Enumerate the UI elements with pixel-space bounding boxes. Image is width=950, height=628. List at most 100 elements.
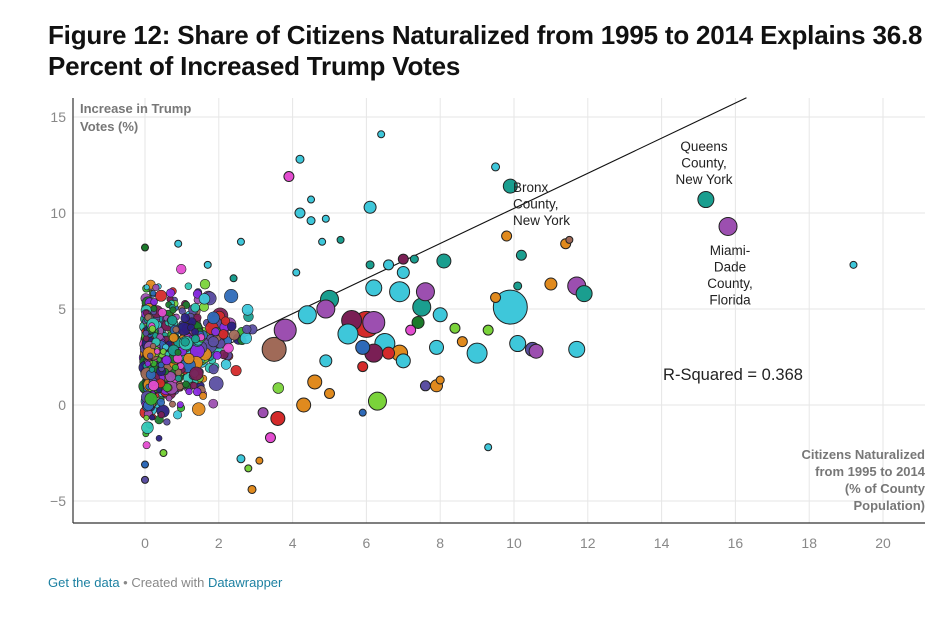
data-point [365,260,375,270]
data-point [148,366,155,373]
data-point [191,328,199,336]
data-point [436,253,452,269]
data-point [162,382,172,392]
footer: Get the data • Created with Datawrapper [48,575,282,590]
x-tick-label: 16 [728,535,744,551]
data-point [377,130,386,139]
data-point [383,259,395,271]
data-point [397,253,409,265]
data-point [466,342,488,364]
annotation-label: Queens County, New York [675,139,732,187]
data-point [143,414,150,421]
data-point [191,334,200,344]
data-point [568,340,586,358]
data-point [158,361,165,369]
data-point [515,249,527,261]
data-point [528,343,544,359]
data-point [171,363,179,371]
data-point [141,243,149,252]
data-point [362,310,386,334]
data-point [363,200,377,214]
data-point [849,260,858,269]
x-tick-label: 20 [875,535,891,551]
data-point [357,361,369,373]
data-point [157,308,167,318]
y-tick-label: 15 [50,109,66,125]
data-point [150,290,157,297]
data-point [150,298,158,306]
data-point [180,337,190,347]
data-point [318,237,327,246]
data-point [435,375,445,385]
data-point [415,282,435,302]
footer-separator: • Created with [119,575,208,590]
data-point [141,460,149,469]
data-point [501,230,513,242]
data-point [513,281,523,291]
data-point [147,352,154,360]
data-point [189,366,204,381]
x-tick-label: 8 [436,535,444,551]
annotation-label: Bronx County, New York [513,180,570,228]
data-point [565,235,574,244]
data-point [221,316,231,326]
data-point [429,339,445,355]
data-point [224,289,239,304]
data-point [264,432,276,444]
data-point [228,329,240,341]
data-point [718,216,738,236]
r-squared-label: R-Squared = 0.368 [663,366,803,384]
data-point [165,394,173,402]
data-point [307,195,316,204]
data-point [157,411,165,419]
data-point [148,325,157,333]
data-point [484,443,493,452]
data-point [169,400,176,408]
x-tick-label: 18 [801,535,817,551]
data-point [199,392,207,400]
data-point [382,346,396,360]
data-point [389,281,411,303]
data-point [241,303,254,316]
data-point [492,289,528,325]
data-point [142,329,150,337]
data-point [502,178,518,194]
y-axis-title: Increase in Trump Votes (%) [80,101,191,134]
data-point [159,449,168,457]
data-points [138,130,858,494]
get-data-link[interactable]: Get the data [48,575,120,590]
data-point [270,410,286,426]
data-point [419,380,431,392]
data-point [161,355,172,366]
data-point [292,268,301,277]
data-point [150,305,158,312]
data-point [190,303,200,313]
data-point [207,311,220,325]
data-point [148,380,160,392]
data-point [491,162,501,172]
data-point [456,336,468,348]
datawrapper-link[interactable]: Datawrapper [207,575,283,590]
data-point [319,354,333,368]
data-point [174,374,182,382]
data-point [168,333,179,343]
data-point [296,397,312,413]
data-point [199,278,211,290]
data-point [324,387,335,399]
data-point [247,484,257,494]
data-point [283,171,295,183]
x-tick-label: 2 [215,535,223,551]
data-point [490,291,502,303]
data-point [297,305,317,325]
data-point [212,350,222,360]
data-point [220,359,232,370]
data-point [306,216,316,226]
data-point [184,282,193,290]
data-point [236,237,245,246]
data-point [294,207,306,219]
data-point [203,260,212,269]
data-point [182,380,190,388]
x-tick-label: 4 [289,535,297,551]
data-point [149,414,156,421]
